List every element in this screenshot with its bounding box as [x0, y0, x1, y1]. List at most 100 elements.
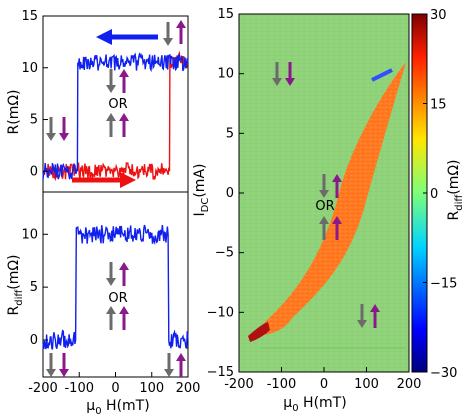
colorbar-tick-label: 0	[430, 187, 438, 202]
top-y-ticks: 15 10 5 0	[21, 9, 48, 179]
top-y-tick-label: 5	[30, 113, 38, 128]
mu-left: μ	[86, 398, 95, 414]
map-y-tick-label: 15	[217, 7, 234, 22]
panel-bottom-frame	[42, 191, 189, 378]
top-y-tick-label: 10	[21, 61, 38, 76]
gray-down-arrow-icon	[46, 117, 56, 141]
bottom-y-tick-label: 0	[30, 333, 38, 348]
colorbar-tick-label: 30	[430, 8, 447, 23]
gray-down-arrow-icon	[106, 69, 116, 93]
idc-tail: (mA)	[192, 164, 208, 198]
gray-down-arrow-icon	[272, 62, 282, 86]
switching-region	[260, 62, 406, 335]
colorbar-tick-label: −15	[430, 277, 457, 292]
gray-down-arrow-icon	[357, 304, 367, 328]
rdiff-tail: (mΩ)	[6, 254, 22, 289]
rdiff-axis-label: Rdiff(mΩ)	[6, 254, 25, 315]
h-tail-left: H(mT)	[102, 398, 150, 414]
rdiff-main: R	[6, 306, 22, 316]
colorbar-label: Rdiff(mΩ)	[446, 159, 465, 220]
top-y-tick-label: 15	[21, 9, 38, 24]
mu-sub-right: 0	[292, 403, 298, 414]
or-label-top: OR	[108, 97, 127, 112]
rdiff-sub: diff	[14, 289, 25, 306]
or-label-map: OR	[315, 199, 334, 214]
or-label-bottom: OR	[108, 291, 127, 306]
field-axis-label-right: μ0 H(mT)	[283, 395, 346, 414]
blue-series-line	[42, 52, 189, 180]
colorbar-ticks: 30 15 0 −15 −30	[423, 8, 457, 381]
mu-sub-left: 0	[95, 406, 101, 416]
purple-down-arrow-icon	[59, 117, 69, 141]
h-tail-right: H(mT)	[299, 395, 347, 411]
map-y-tick-label: 10	[217, 67, 234, 82]
colorbar-tick-label: −30	[430, 366, 457, 381]
purple-up-arrow-icon	[176, 353, 186, 377]
gray-down-arrow-icon	[106, 262, 116, 286]
bottom-y-tick-label: 10	[21, 227, 38, 242]
purple-up-arrow-icon	[176, 20, 186, 44]
colorbar-tick-label: 15	[430, 98, 447, 113]
gray-down-arrow-icon	[319, 174, 329, 198]
current-axis-label: IDC(mA)	[192, 164, 211, 217]
bottom-y-ticks: 10 5 0	[21, 227, 48, 348]
sweep-left-arrow	[96, 29, 158, 45]
bottom-x-tick-label: -200	[28, 381, 58, 396]
cb-tail: (mΩ)	[446, 159, 462, 194]
map-y-tick-label: 5	[226, 126, 234, 141]
gray-up-arrow-icon	[106, 113, 116, 137]
map-y-tick-label: −10	[207, 305, 234, 320]
map-x-tick-label: -100	[267, 377, 297, 392]
purple-up-arrow-icon	[370, 304, 380, 328]
panel-resistance: 15 10 5 0 R(mΩ) OR	[6, 9, 189, 193]
panel-colormap: 15 10 5 0 −5 −10 −15 -200 -100 0 100 200 IDC(mA) O…	[192, 7, 421, 414]
purple-up-arrow-icon	[119, 262, 129, 286]
gray-up-arrow-icon	[106, 306, 116, 330]
edge-feature	[371, 68, 393, 82]
top-series-group	[42, 50, 189, 182]
bottom-x-tick-label: -100	[64, 381, 94, 396]
purple-up-arrow-icon	[332, 216, 342, 240]
idc-sub: DC	[200, 198, 211, 213]
map-x-tick-label: 100	[354, 377, 379, 392]
idc-main: I	[192, 212, 208, 216]
purple-up-arrow-icon	[332, 174, 342, 198]
corner-feature	[248, 322, 270, 342]
gray-down-arrow-icon	[164, 353, 174, 377]
cb-main: R	[446, 211, 462, 221]
bottom-x-tick-label: 0	[111, 381, 119, 396]
top-y-tick-label: 0	[30, 164, 38, 179]
map-x-ticks: -200 -100 0 100 200	[224, 367, 421, 392]
bottom-x-tick-label: 100	[139, 381, 164, 396]
field-axis-label-left: μ0 H(mT)	[86, 398, 149, 416]
gray-down-arrow-icon	[46, 353, 56, 377]
map-y-tick-label: 0	[226, 186, 234, 201]
cb-sub: diff	[454, 194, 465, 211]
purple-up-arrow-icon	[119, 69, 129, 93]
map-x-tick-label: -200	[224, 377, 254, 392]
diff-series-line	[42, 224, 189, 350]
colorbar: 30 15 0 −15 −30 Rdiff(mΩ)	[411, 8, 465, 381]
bottom-x-tick-label: 200	[176, 381, 201, 396]
map-y-ticks: 15 10 5 0 −5 −10 −15	[207, 7, 244, 380]
purple-up-arrow-icon	[119, 306, 129, 330]
map-y-tick-label: −5	[215, 246, 234, 261]
gray-down-arrow-icon	[163, 22, 173, 46]
map-x-tick-label: 0	[320, 377, 328, 392]
purple-up-arrow-icon	[119, 113, 129, 137]
map-y-tick-label: −15	[207, 365, 234, 380]
bottom-series-group	[42, 224, 189, 350]
sweep-right-arrow	[72, 172, 136, 188]
mu-right: μ	[283, 395, 292, 411]
magnetization-arrows	[46, 20, 380, 377]
purple-down-arrow-icon	[285, 62, 295, 86]
map-x-tick-label: 200	[397, 377, 422, 392]
bottom-y-tick-label: 5	[30, 280, 38, 295]
bottom-x-ticks: -200 -100 0 100 200	[28, 372, 200, 396]
purple-down-arrow-icon	[59, 353, 69, 377]
red-series-line	[42, 50, 189, 182]
gray-up-arrow-icon	[319, 216, 329, 240]
resistance-axis-label: R(mΩ)	[6, 90, 22, 135]
